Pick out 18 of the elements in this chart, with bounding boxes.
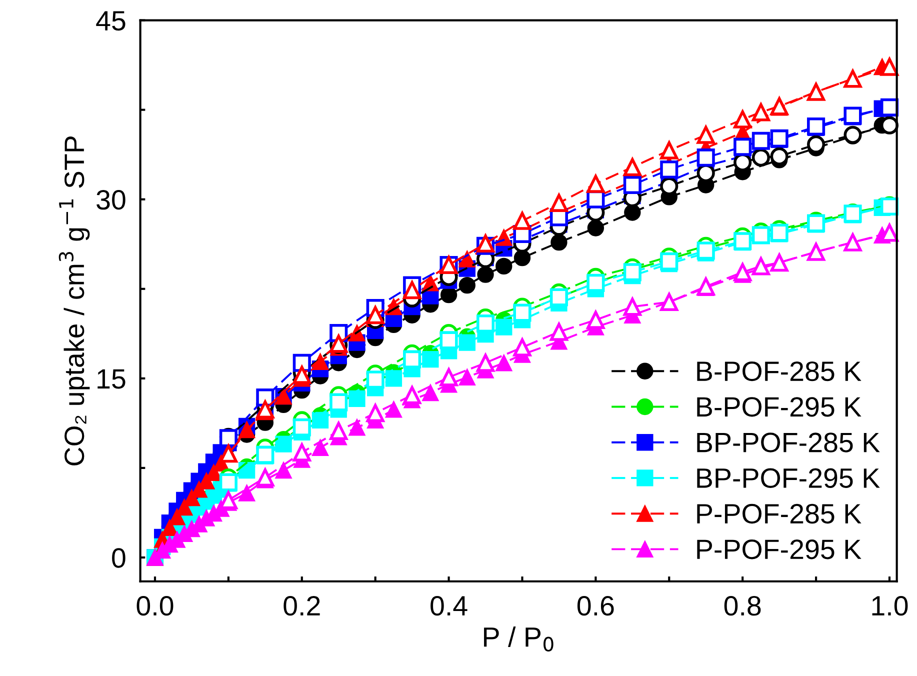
x-axis-title: P / P$_{0}$ [484, 626, 554, 652]
x-tick-label: 0.0 [136, 596, 174, 616]
x-tick-label: 0.2 [284, 596, 320, 616]
x-tick-label: 0.4 [430, 596, 468, 616]
legend-label: B-POF-285 K [697, 361, 862, 382]
x-tick-label: 0.6 [577, 596, 614, 616]
x-tick-label: 0.8 [724, 596, 761, 616]
y-tick-label: 0 [112, 548, 126, 568]
legend-label: P-POF-285 K [697, 504, 862, 524]
y-axis-title: CO₂ uptake / cm$^{3}$ g$^{−1}$ STP [58, 136, 90, 466]
y-tick-label: 15 [98, 369, 126, 389]
legend-label: BP-POF-295 K [697, 468, 880, 488]
legend-label: B-POF-295 K [697, 397, 862, 417]
y-tick-label: 45 [96, 11, 126, 31]
legend-label: BP-POF-285 K [697, 432, 880, 452]
legend-label: P-POF-295 K [697, 540, 862, 560]
y-tick-label: 30 [96, 190, 126, 210]
x-tick-label: 1.0 [872, 596, 908, 616]
